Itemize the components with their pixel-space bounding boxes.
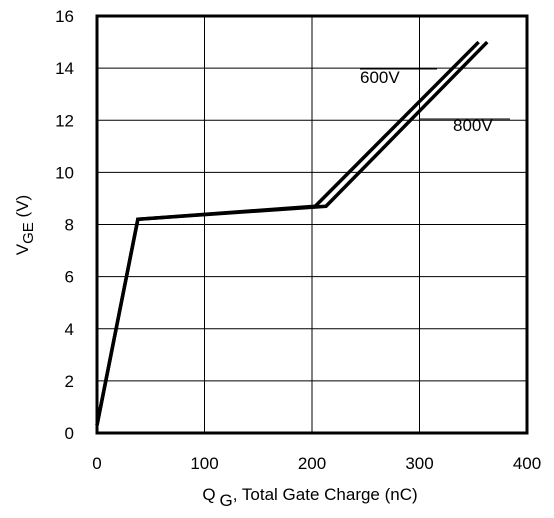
series-line bbox=[95, 40, 489, 426]
y-tick-label: 2 bbox=[65, 372, 74, 391]
x-tick-label: 100 bbox=[190, 454, 218, 473]
y-tick-label: 4 bbox=[65, 320, 74, 339]
y-tick-label: 12 bbox=[55, 111, 74, 130]
plot-frame bbox=[95, 14, 529, 435]
y-tick-label: 0 bbox=[65, 424, 74, 443]
y-axis-label: VGE (V) bbox=[13, 195, 37, 255]
y-tick-label: 14 bbox=[55, 59, 74, 78]
x-tick-label: 400 bbox=[513, 454, 541, 473]
x-tick-label: 0 bbox=[92, 454, 101, 473]
grid bbox=[97, 16, 527, 433]
series-line bbox=[95, 40, 480, 426]
series-label-600v: 600V bbox=[360, 68, 400, 87]
y-tick-label: 16 bbox=[55, 7, 74, 26]
series-lines bbox=[95, 40, 489, 426]
y-tick-label: 10 bbox=[55, 163, 74, 182]
series-labels: 600V 800V bbox=[360, 68, 510, 135]
x-tick-label: 300 bbox=[405, 454, 433, 473]
y-tick-label: 8 bbox=[65, 216, 74, 235]
y-tick-label: 6 bbox=[65, 268, 74, 287]
x-tick-label: 200 bbox=[298, 454, 326, 473]
tick-labels: 0 100 200 300 400 0 2 4 6 8 10 12 14 16 bbox=[55, 7, 541, 473]
x-axis-label: Q G, Total Gate Charge (nC) bbox=[202, 485, 417, 510]
series-label-800v: 800V bbox=[453, 116, 493, 135]
